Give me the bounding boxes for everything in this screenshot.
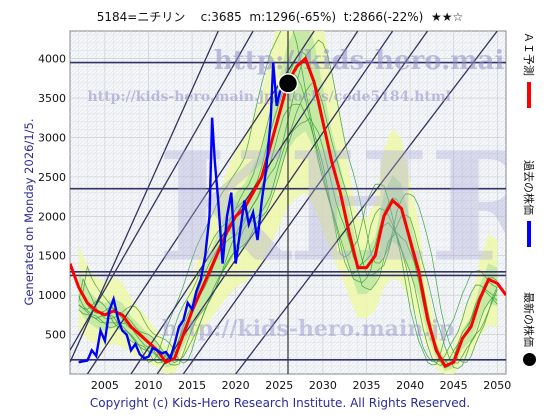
trend-line-diagonal [235,31,498,374]
legend-label: 最新の株価 [522,292,535,347]
stock-code-name: 5184=ニチリン [96,10,186,24]
y-tick-label: 1500 [38,250,66,263]
scenario-line [78,31,498,366]
watermark-url: http://kids-hero.main.jp/ [214,46,560,76]
x-tick-label: 2025 [265,379,293,392]
current-price: c:3685 [200,10,242,24]
y-tick-label: 3500 [38,92,66,105]
watermark-big: KHRI [157,120,560,296]
star-rating: ★★☆ [431,10,464,24]
watermark-url-long: http://kids-hero.main.jp/stocks/code5184… [87,89,451,105]
x-tick-label: 2050 [483,379,511,392]
trend-line-diagonal [182,31,429,374]
x-tick-label: 2020 [222,379,250,392]
copyright: Copyright (c) Kids-Hero Research Institu… [89,396,471,410]
generated-date: Generated on Monday 2026/1/5. [22,118,36,306]
target-price: t:2866(-22%) [343,10,424,24]
x-tick-label: 2015 [178,379,206,392]
x-tick-label: 2040 [396,379,424,392]
trend-line-diagonal [70,31,254,351]
trend-line-diagonal [156,31,394,374]
legend-label: ＡＩ予測 [522,32,535,76]
series-line-past-price [78,62,289,364]
legend-label: 過去の株価 [522,160,535,215]
y-tick-label: 4000 [38,53,66,66]
chart-header: 5184=ニチリン c:3685 m:1296(-65%) t:2866(-22… [0,8,560,25]
y-tick-label: 1000 [38,289,66,302]
y-tick-label: 500 [45,329,66,342]
y-tick-label: 2500 [38,171,66,184]
legend-line-icon [527,82,531,108]
y-tick-label: 3000 [38,131,66,144]
x-tick-label: 2045 [440,379,468,392]
plot-group: http://kids-hero.main.jp/http://kids-her… [70,31,560,374]
min-price: m:1296(-65%) [249,10,337,24]
x-tick-label: 2030 [309,379,337,392]
y-tick-label: 2000 [38,210,66,223]
x-tick-label: 2010 [134,379,162,392]
legend-line-icon [527,221,531,247]
x-tick-label: 2035 [352,379,380,392]
x-tick-label: 2005 [91,379,119,392]
legend-dot-icon [523,353,536,366]
current-price-marker [277,73,299,94]
watermark-url-lower: http://kids-hero.main.jp [162,316,455,342]
